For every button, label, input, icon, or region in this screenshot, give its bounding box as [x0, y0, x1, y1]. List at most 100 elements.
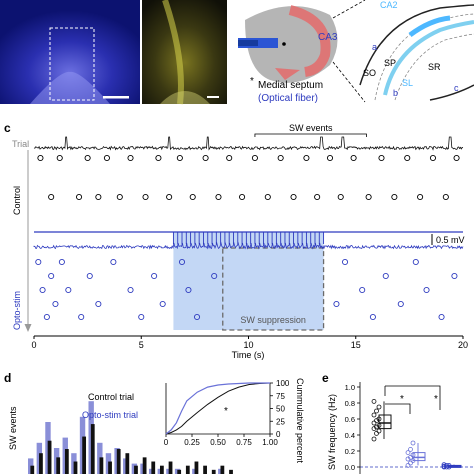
- opto-sw-event: [43, 313, 50, 321]
- opto-raster: [35, 258, 458, 321]
- control-sw-event: [303, 154, 310, 162]
- opto-sw-event: [78, 313, 85, 321]
- hist-bar-control: [64, 449, 69, 474]
- inset-y-tick: 25: [276, 417, 285, 426]
- layer-sp-label: SP: [384, 58, 396, 68]
- region-b-label: b: [393, 88, 398, 98]
- e-point: [371, 412, 377, 418]
- panel-e-ylabel: SW frequency (Hz): [327, 394, 337, 470]
- opto-sw-event: [39, 286, 46, 294]
- opto-sw-event: [127, 286, 134, 294]
- suppression-label: SW suppression: [240, 315, 306, 325]
- micrograph-left: [0, 0, 140, 104]
- control-sw-event: [314, 193, 321, 201]
- box: [378, 414, 392, 430]
- control-sw-event: [337, 193, 344, 201]
- e-point: [371, 398, 377, 404]
- inset-x-tick: 1.00: [262, 438, 278, 447]
- control-sw-event: [166, 193, 173, 201]
- roi-dashed-box: [49, 27, 95, 101]
- inset-x-tick: 0.75: [236, 438, 252, 447]
- e-point: [374, 408, 379, 414]
- scale-bar-right: [207, 96, 219, 98]
- control-sw-event: [277, 154, 284, 162]
- opto-label: Opto-stim: [12, 291, 22, 330]
- control-sw-event: [429, 154, 437, 162]
- e-point: [374, 430, 379, 436]
- control-sw-event: [84, 154, 91, 162]
- inset-ylabel: Cummulative percent: [295, 378, 305, 464]
- inset-x-tick: 0: [164, 438, 169, 447]
- control-sw-event: [251, 154, 258, 162]
- inset-asterisk: *: [224, 406, 228, 417]
- control-sw-event: [127, 154, 134, 162]
- inset-y-tick: 50: [276, 405, 285, 414]
- control-sw-event: [326, 154, 334, 162]
- e-y-tick: 1.0: [345, 383, 355, 392]
- e-y-tick: 0.2: [345, 447, 355, 456]
- opto-sw-event: [397, 300, 404, 308]
- e-point: [376, 428, 382, 434]
- panel-e-asterisk-2: *: [434, 394, 438, 405]
- layer-so-label: SO: [363, 68, 376, 78]
- x-tick-label: 0: [31, 340, 36, 350]
- cumulative-opto-line: [165, 382, 270, 435]
- control-sw-event: [48, 193, 55, 201]
- hist-bar-control: [39, 453, 43, 474]
- opto-sw-event: [95, 300, 102, 308]
- panel-c-xlabel: Time (s): [232, 350, 265, 360]
- control-raster: [37, 154, 460, 201]
- e-y-tick: 0.4: [345, 431, 355, 440]
- suppression-box: [222, 247, 325, 331]
- e-point: [376, 422, 382, 428]
- micrograph-right: [142, 0, 227, 105]
- layer-sl-label: SL: [402, 78, 413, 88]
- hist-bar-control: [203, 465, 207, 474]
- control-sw-event: [350, 154, 357, 162]
- e-y-tick: 0.8: [345, 399, 355, 408]
- opto-sw-event: [341, 258, 349, 266]
- inset-x-ticks: 0 0.25 0.50 0.75 1.00: [164, 434, 278, 447]
- opto-sw-event: [211, 272, 218, 280]
- e-y-tick: 0.0: [345, 463, 355, 472]
- e-point: [405, 450, 411, 456]
- opto-sw-event: [369, 313, 376, 321]
- opto-sw-event: [438, 313, 445, 321]
- opto-sw-event: [48, 272, 55, 280]
- panel-e-asterisk-1: *: [400, 394, 404, 405]
- x-tick-label: 15: [351, 340, 361, 350]
- inset-y-tick: 75: [276, 392, 285, 401]
- opto-sw-event: [110, 258, 117, 266]
- panel-c-x-ticks: 0 5 10 15 20: [31, 336, 468, 350]
- control-sw-event: [378, 154, 385, 162]
- scale-bar-left: [103, 96, 129, 99]
- histogram-bars: [28, 401, 233, 474]
- stim-pulses: [172, 232, 325, 244]
- control-sw-event: [155, 154, 162, 162]
- e-point: [410, 440, 416, 446]
- inset-y-tick: 0: [276, 430, 281, 439]
- panel-d-ylabel: SW events: [8, 406, 18, 450]
- cumulative-inset: * 0 0.25 0.50 0.75 1.00 0 25 50 75 100 Cummulati…: [164, 378, 305, 464]
- scale-label: 0.5 mV: [436, 235, 465, 245]
- opto-sw-event: [359, 286, 366, 294]
- hist-bar-control: [220, 465, 225, 474]
- hist-bar-control: [82, 436, 87, 474]
- hist-bar-control: [168, 461, 173, 474]
- layer-sr-label: SR: [428, 62, 441, 72]
- legend-opto: Opto-stim trial: [82, 410, 138, 420]
- control-sw-event: [95, 193, 102, 201]
- hist-bar-control: [160, 465, 164, 474]
- control-sw-event: [116, 193, 123, 201]
- x-tick-label: 10: [243, 340, 253, 350]
- e-point: [376, 416, 382, 422]
- opto-sw-event: [178, 258, 186, 266]
- inset-x-tick: 0.50: [210, 438, 226, 447]
- control-sw-event: [142, 193, 149, 201]
- control-sw-event: [391, 193, 398, 201]
- medial-septum-label: Medial septum: [258, 80, 323, 91]
- hist-bar-control: [99, 457, 104, 474]
- opto-sw-event: [35, 258, 42, 266]
- control-sw-event: [365, 193, 372, 201]
- hist-bar-control: [90, 424, 95, 474]
